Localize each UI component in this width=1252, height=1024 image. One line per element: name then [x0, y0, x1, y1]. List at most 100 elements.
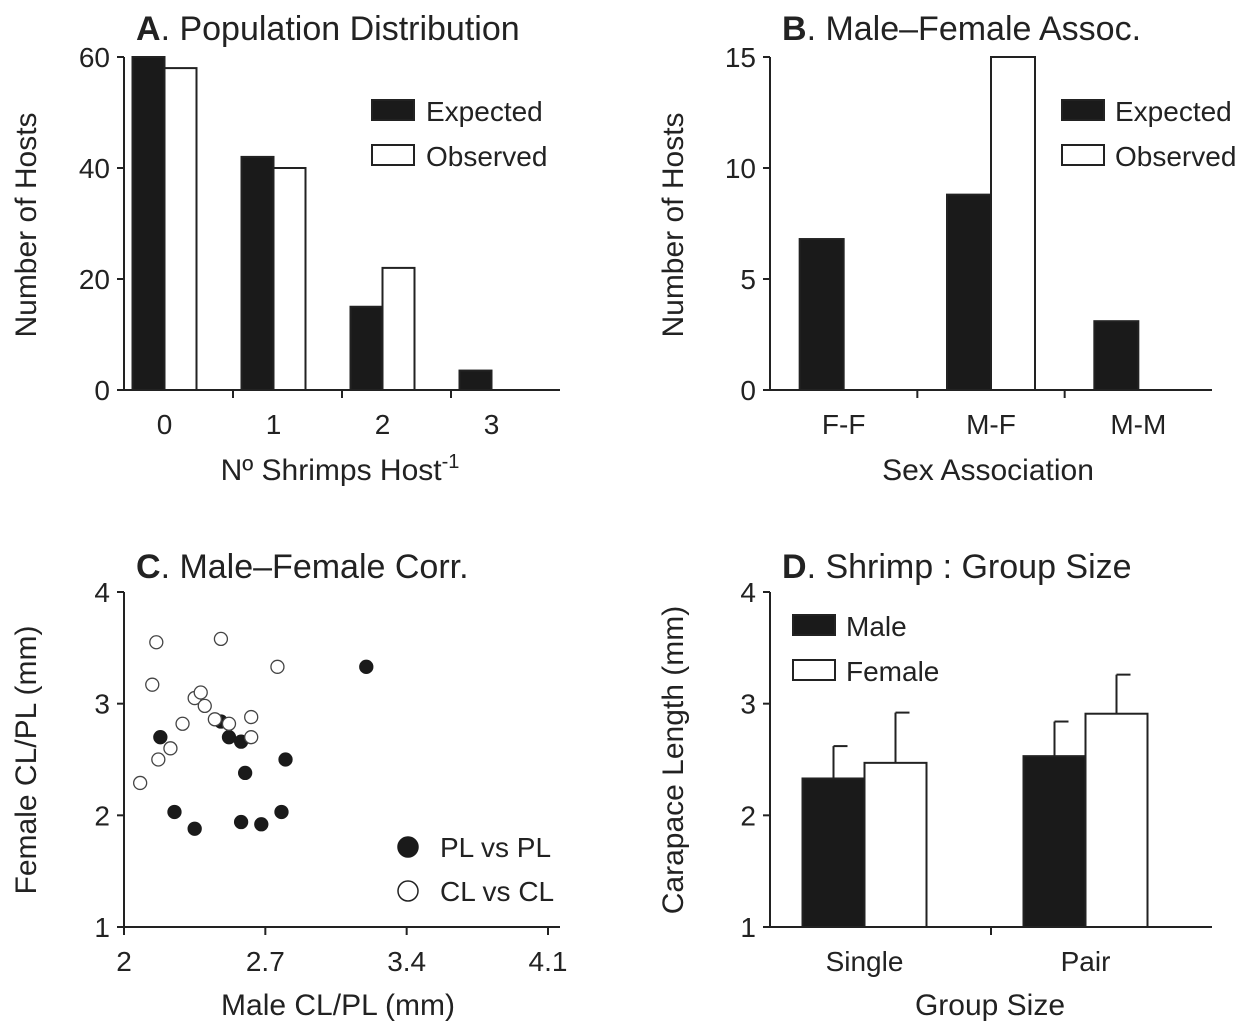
panel-b-legend: Expected Observed [1061, 96, 1236, 172]
point-cl [207, 712, 223, 727]
y-tick-label: 15 [725, 42, 756, 73]
panel-d-x-axis: Single Pair [770, 926, 1212, 977]
y-tick-label: 4 [740, 577, 756, 608]
x-tick-label: 2 [116, 946, 132, 977]
y-tick-label: 20 [79, 264, 110, 295]
point-cl [193, 685, 208, 700]
panel-a-xlabel-text: Nº Shrimps Host [221, 454, 443, 487]
bar-expected-1 [240, 155, 275, 391]
y-tick-label: 0 [740, 375, 756, 406]
panel-b-title-text: . Male–Female Assoc. [807, 10, 1141, 48]
legend-label-female: Female [846, 656, 939, 687]
panel-c-y-axis: 1 2 3 4 [94, 577, 125, 943]
y-tick-label: 3 [94, 689, 110, 720]
bar-male-single [801, 777, 866, 928]
x-tick-label: F-F [822, 409, 866, 440]
legend-label-male: Male [846, 611, 907, 642]
point-pl [237, 765, 253, 781]
point-pl [359, 659, 374, 674]
panel-c-ylabel: Female CL/PL (mm) [10, 626, 43, 895]
panel-c-legend: PL vs PL CL vs CL [397, 832, 554, 907]
point-cl [244, 709, 259, 725]
point-cl [197, 698, 212, 714]
panel-b-xlabel: Sex Association [882, 454, 1094, 487]
point-cl [151, 752, 166, 767]
panel-d-ylabel: Carapace Length (mm) [657, 606, 690, 914]
panel-c-x-axis: 2 2.7 3.4 4.1 [116, 926, 568, 977]
point-pl [221, 730, 237, 745]
bar-observed-2 [381, 266, 416, 391]
bar-expected-0 [131, 56, 166, 391]
bar-male-pair [1022, 755, 1087, 929]
legend-swatch-expected [1061, 99, 1105, 121]
y-tick-label: 5 [740, 264, 756, 295]
point-cl [270, 659, 285, 674]
panel-a-xlabel: Nº Shrimps Host-1 [221, 451, 460, 487]
point-cl [213, 631, 229, 647]
legend-swatch-expected [371, 99, 415, 121]
point-cl [149, 635, 164, 650]
panel-a-letter: A [136, 10, 161, 48]
panel-a-y-axis: 0 20 40 60 [79, 42, 125, 406]
panel-d-xlabel: Group Size [915, 989, 1065, 1022]
bar-female-single [863, 761, 928, 928]
legend-swatch-observed [371, 144, 415, 166]
y-tick-label: 2 [94, 800, 110, 831]
point-cl [221, 716, 237, 731]
legend-swatch-female [792, 659, 836, 681]
point-cl [175, 716, 190, 731]
x-tick-label: 1 [266, 409, 282, 440]
legend-label-expected: Expected [426, 96, 543, 127]
panel-c: C. Male–Female Corr. Female CL/PL (mm) M… [10, 548, 567, 1022]
panel-a-xlabel-sup: -1 [442, 451, 460, 473]
panel-b-letter: B [782, 10, 807, 48]
x-tick-label: 3.4 [387, 946, 426, 977]
point-pl [254, 817, 269, 832]
legend-label-observed: Observed [426, 141, 547, 172]
bar-expected-2 [349, 305, 384, 391]
legend-swatch-male [792, 614, 836, 636]
x-tick-label: Pair [1061, 946, 1111, 977]
x-tick-label: M-F [966, 409, 1016, 440]
point-pl [167, 804, 182, 820]
point-cl [133, 775, 148, 791]
panel-d-legend: Male Female [792, 611, 939, 687]
panel-b-y-axis: 0 5 10 15 [725, 42, 771, 406]
panel-c-points [133, 631, 374, 836]
x-tick-label: 2.7 [246, 946, 285, 977]
y-tick-label: 1 [740, 912, 756, 943]
bar-expected-m-m [1093, 320, 1140, 391]
panel-d-letter: D [782, 548, 807, 586]
bar-expected-3 [458, 369, 493, 392]
panel-b-title: B. Male–Female Assoc. [782, 10, 1141, 48]
panel-a: A. Population Distribution Number of Hos… [10, 10, 560, 487]
bar-expected-f-f [798, 238, 845, 391]
bar-observed-0 [163, 67, 198, 391]
panel-d-title: D. Shrimp : Group Size [782, 548, 1132, 586]
y-tick-label: 10 [725, 153, 756, 184]
point-pl [233, 814, 249, 830]
panel-a-x-axis: 0 1 2 3 [124, 389, 560, 440]
legend-marker-pl [397, 836, 419, 858]
x-tick-label: 4.1 [529, 946, 568, 977]
bar-expected-m-f [946, 193, 992, 391]
y-tick-label: 40 [79, 153, 110, 184]
point-pl [153, 730, 168, 745]
panel-c-title: C. Male–Female Corr. [136, 548, 469, 586]
legend-label-cl: CL vs CL [440, 876, 554, 907]
point-pl [187, 821, 202, 836]
panel-d-title-text: . Shrimp : Group Size [807, 548, 1132, 586]
point-cl [163, 741, 178, 756]
point-cl [145, 677, 160, 692]
legend-label-observed: Observed [1115, 141, 1236, 172]
panel-b-bars [798, 56, 1140, 391]
legend-label-expected: Expected [1115, 96, 1232, 127]
panel-a-bars [131, 56, 493, 392]
panel-d: D. Shrimp : Group Size Carapace Length (… [657, 548, 1212, 1022]
x-tick-label: 2 [375, 409, 391, 440]
y-tick-label: 3 [740, 689, 756, 720]
y-tick-label: 60 [79, 42, 110, 73]
y-tick-label: 1 [94, 912, 110, 943]
panel-b-ylabel: Number of Hosts [657, 112, 690, 337]
point-pl [278, 752, 293, 767]
